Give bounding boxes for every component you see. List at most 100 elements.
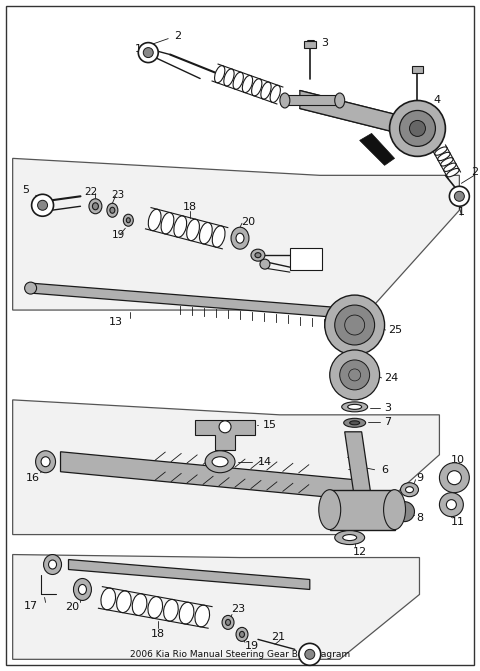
Polygon shape [345,432,374,519]
Text: 23: 23 [231,605,245,615]
Ellipse shape [110,207,115,213]
Ellipse shape [36,451,56,472]
Text: 5: 5 [22,185,29,195]
Circle shape [455,191,464,201]
Ellipse shape [78,584,86,595]
Polygon shape [12,400,439,535]
Ellipse shape [41,457,50,467]
Text: 2006 Kia Rio Manual Steering Gear Box Diagram: 2006 Kia Rio Manual Steering Gear Box Di… [130,650,350,659]
Ellipse shape [438,152,450,160]
Text: 19: 19 [112,230,125,240]
Ellipse shape [261,82,271,99]
Ellipse shape [444,163,456,171]
Polygon shape [12,158,459,310]
Text: 15: 15 [263,420,277,430]
Text: 20: 20 [65,603,80,613]
Ellipse shape [132,594,147,615]
Text: 11: 11 [450,517,464,527]
Ellipse shape [252,79,262,96]
Text: 3: 3 [384,403,391,413]
Ellipse shape [335,531,365,545]
Polygon shape [12,554,420,660]
Ellipse shape [215,66,225,83]
Circle shape [305,650,315,660]
Ellipse shape [335,93,345,108]
Text: 10: 10 [450,455,464,465]
Ellipse shape [350,421,360,425]
Ellipse shape [446,168,459,176]
Polygon shape [195,420,255,450]
Ellipse shape [348,405,361,409]
Text: 9: 9 [416,472,423,482]
Text: 18: 18 [151,629,165,639]
Ellipse shape [89,199,102,214]
Text: 21: 21 [271,632,285,642]
Text: 20: 20 [241,217,255,227]
Ellipse shape [187,219,199,241]
Text: 16: 16 [25,472,40,482]
Text: 17: 17 [24,601,37,611]
Ellipse shape [242,75,252,93]
Ellipse shape [164,599,178,621]
Ellipse shape [344,418,366,427]
Ellipse shape [441,158,453,166]
Ellipse shape [212,457,228,467]
Polygon shape [69,560,310,589]
Text: 6: 6 [381,465,388,474]
Ellipse shape [280,93,290,108]
Circle shape [144,48,153,58]
Ellipse shape [231,227,249,249]
Ellipse shape [226,619,230,625]
Circle shape [335,305,374,345]
Polygon shape [330,490,395,529]
Ellipse shape [200,223,212,244]
Circle shape [32,195,54,216]
Polygon shape [60,452,355,500]
Text: 14: 14 [258,457,272,467]
Circle shape [340,360,370,390]
Ellipse shape [236,627,248,641]
Ellipse shape [179,603,194,624]
Text: 17: 17 [299,254,313,264]
Ellipse shape [117,591,131,613]
Ellipse shape [236,234,244,243]
Ellipse shape [123,214,133,226]
Ellipse shape [195,605,210,627]
Polygon shape [300,91,420,138]
Circle shape [446,500,456,510]
Text: 23: 23 [112,191,125,200]
Circle shape [399,111,435,146]
Ellipse shape [260,259,270,269]
Text: 13: 13 [108,317,122,327]
Circle shape [348,369,360,381]
Circle shape [439,493,463,517]
Circle shape [345,315,365,335]
Ellipse shape [73,578,91,601]
Bar [304,41,316,48]
Ellipse shape [384,490,406,529]
Ellipse shape [107,203,118,217]
Ellipse shape [400,482,419,497]
Ellipse shape [240,631,244,637]
Text: 22: 22 [84,187,97,197]
Ellipse shape [126,218,130,223]
Ellipse shape [224,69,234,86]
Text: 18: 18 [183,202,197,212]
Circle shape [330,350,380,400]
Ellipse shape [319,490,341,529]
Text: 2: 2 [471,167,478,177]
Polygon shape [360,134,395,165]
Ellipse shape [406,486,413,493]
Ellipse shape [101,588,116,610]
Ellipse shape [251,249,265,261]
Text: 24: 24 [384,373,399,383]
Circle shape [409,121,425,136]
Ellipse shape [205,451,235,472]
Ellipse shape [435,147,447,155]
Circle shape [37,200,48,210]
Ellipse shape [212,226,225,248]
Ellipse shape [148,597,163,618]
Circle shape [138,42,158,62]
Text: 7: 7 [384,417,391,427]
Ellipse shape [93,203,98,210]
